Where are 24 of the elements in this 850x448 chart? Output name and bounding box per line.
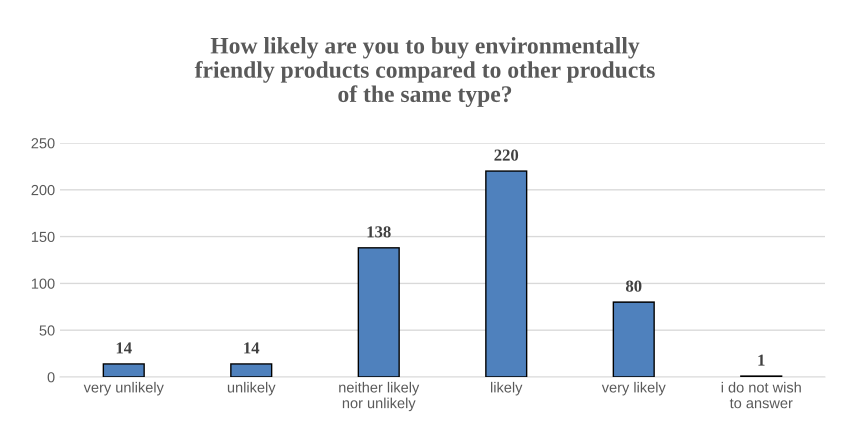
- x-tick-label: very likely: [602, 382, 666, 396]
- data-label: 138: [368, 226, 391, 238]
- bar: [102, 363, 145, 377]
- y-tick-label: 100: [32, 278, 55, 289]
- chart-title: How likely are you to buy environmentally friendly products compared to other products of the same type?: [194, 37, 655, 107]
- data-label: 80: [626, 280, 642, 292]
- y-tick-label: 0: [48, 372, 55, 382]
- x-tick-label: very unlikely: [84, 382, 164, 396]
- bar: [485, 170, 528, 377]
- y-tick-label: 250: [32, 138, 55, 148]
- x-tick-label: neither likely nor unlikely: [339, 382, 420, 412]
- y-tick-label: 150: [32, 232, 55, 242]
- x-tick-label: likely: [491, 382, 522, 396]
- data-label: 14: [116, 342, 132, 354]
- bar: [612, 301, 655, 377]
- bar: [358, 247, 400, 377]
- data-label: 220: [494, 150, 518, 161]
- data-label: 14: [244, 342, 260, 354]
- y-tick-label: 200: [32, 184, 55, 196]
- x-tick-label: i do not wish to answer: [722, 382, 801, 408]
- x-tick-label: unlikely: [228, 382, 276, 396]
- bar: [230, 363, 272, 377]
- data-label: 1: [758, 354, 765, 366]
- y-tick-label: 50: [40, 325, 55, 336]
